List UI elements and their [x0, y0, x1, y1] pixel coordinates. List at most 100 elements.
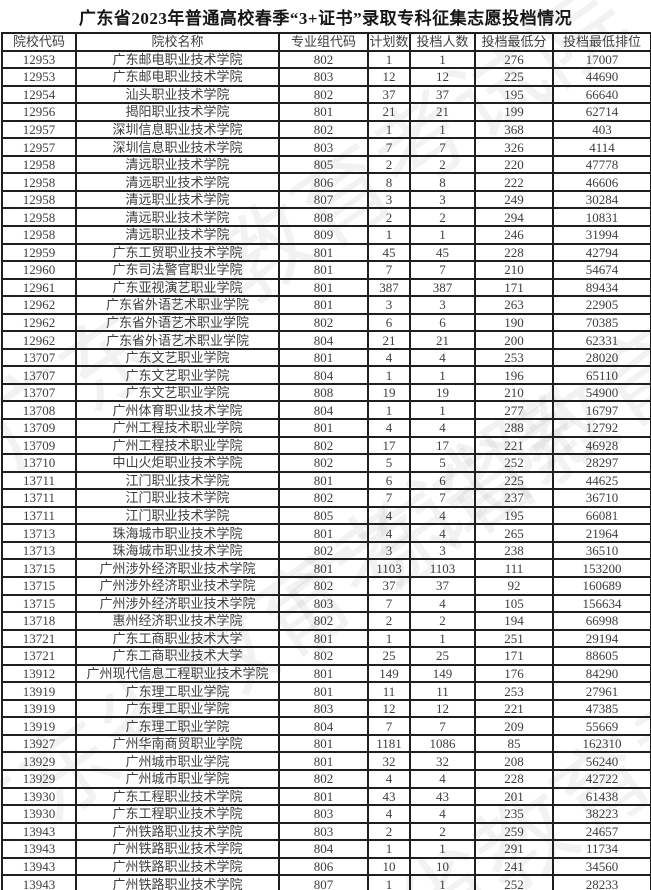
cell-college-name: 揭阳职业技术学院	[75, 102, 280, 122]
table-row: 12953 广东邮电职业技术学院 802 1 1 276 17007	[1, 49, 651, 70]
cell-college-name: 广东省外语艺术职业学院	[75, 295, 280, 315]
cell-min-rank: 28020	[552, 347, 651, 368]
cell-college-name: 广州涉外经济职业技术学院	[75, 593, 280, 614]
table-row: 13919 广东理工职业学院 804 7 7 209 55669	[1, 716, 651, 736]
table-row: 12958 清远职业技术学院 805 2 2 220 47778	[1, 154, 651, 175]
cell-plan-count: 43	[367, 786, 411, 807]
cell-plan-count: 1181	[367, 733, 411, 754]
cell-min-score: 277	[474, 400, 554, 421]
cell-min-rank: 160689	[552, 575, 651, 596]
cell-plan-count: 3	[367, 295, 411, 315]
table-row: 13711 江门职业技术学院 805 4 4 195 66081	[1, 505, 651, 526]
table-row: 13707 广东文艺职业学院 808 19 19 210 54900	[1, 382, 651, 403]
cell-college-name: 深圳信息职业技术学院	[75, 119, 280, 140]
cell-college-name: 深圳信息职业技术学院	[75, 137, 280, 157]
cell-min-rank: 56240	[552, 751, 651, 771]
table-row: 12959 广东工贸职业技术学院 801 45 45 228 42794	[1, 242, 651, 263]
cell-major-group-code: 802	[278, 84, 369, 105]
cell-min-rank: 84290	[552, 663, 651, 684]
cell-college-name: 清远职业技术学院	[75, 154, 280, 175]
cell-applicant-count: 1103	[409, 558, 476, 578]
cell-college-code: 13943	[1, 821, 77, 842]
cell-plan-count: 4	[367, 768, 411, 789]
cell-min-rank: 38223	[552, 804, 651, 824]
cell-min-rank: 403	[552, 119, 651, 140]
cell-major-group-code: 801	[278, 418, 369, 438]
cell-applicant-count: 4	[409, 418, 476, 438]
cell-min-rank: 44690	[552, 67, 651, 87]
cell-applicant-count: 4	[409, 593, 476, 614]
cell-plan-count: 149	[367, 663, 411, 684]
cell-min-score: 225	[474, 67, 554, 87]
table-row: 13943 广州铁路职业技术学院 804 1 1 291 11734	[1, 839, 651, 859]
cell-min-rank: 24657	[552, 821, 651, 842]
cell-applicant-count: 1	[409, 628, 476, 649]
cell-min-score: 253	[474, 347, 554, 368]
cell-applicant-count: 21	[409, 330, 476, 350]
cell-college-code: 13912	[1, 663, 77, 684]
cell-applicant-count: 4	[409, 804, 476, 824]
table-row: 13708 广州体育职业技术学院 804 1 1 277 16797	[1, 400, 651, 421]
cell-applicant-count: 17	[409, 435, 476, 456]
cell-applicant-count: 37	[409, 575, 476, 596]
cell-applicant-count: 4	[409, 523, 476, 543]
cell-plan-count: 8	[367, 172, 411, 192]
cell-min-rank: 66640	[552, 84, 651, 105]
cell-college-name: 江门职业技术学院	[75, 470, 280, 491]
cell-min-rank: 89434	[552, 277, 651, 298]
cell-college-code: 12960	[1, 260, 77, 280]
cell-min-rank: 46606	[552, 172, 651, 192]
cell-major-group-code: 801	[278, 102, 369, 122]
cell-college-code: 13713	[1, 540, 77, 561]
cell-major-group-code: 805	[278, 154, 369, 175]
cell-college-code: 13707	[1, 347, 77, 368]
cell-applicant-count: 1	[409, 400, 476, 421]
cell-min-rank: 22905	[552, 295, 651, 315]
cell-min-score: 235	[474, 804, 554, 824]
cell-min-score: 265	[474, 523, 554, 543]
cell-major-group-code: 801	[278, 260, 369, 280]
cell-college-name: 广州铁路职业技术学院	[75, 856, 280, 877]
cell-min-score: 291	[474, 839, 554, 859]
cell-applicant-count: 3	[409, 540, 476, 561]
cell-plan-count: 21	[367, 330, 411, 350]
cell-plan-count: 11	[367, 681, 411, 701]
cell-major-group-code: 808	[278, 207, 369, 227]
cell-college-name: 广东理工职业学院	[75, 698, 280, 719]
cell-college-name: 中山火炬职业技术学院	[75, 453, 280, 473]
cell-min-score: 210	[474, 382, 554, 403]
cell-applicant-count: 1	[409, 839, 476, 859]
cell-college-name: 广东工程职业技术学院	[75, 804, 280, 824]
cell-college-name: 江门职业技术学院	[75, 505, 280, 526]
cell-applicant-count: 387	[409, 277, 476, 298]
cell-college-code: 13711	[1, 488, 77, 508]
cell-min-rank: 70385	[552, 312, 651, 333]
cell-min-score: 326	[474, 137, 554, 157]
table-row: 12958 清远职业技术学院 806 8 8 222 46606	[1, 172, 651, 192]
column-header-major-group-code: 专业组代码	[278, 32, 369, 52]
table-row: 13721 广东工商职业技术大学 802 25 25 171 88605	[1, 646, 651, 666]
cell-plan-count: 4	[367, 347, 411, 368]
cell-major-group-code: 801	[278, 347, 369, 368]
cell-min-score: 209	[474, 716, 554, 736]
cell-college-code: 12962	[1, 312, 77, 333]
cell-college-name: 广东司法警官职业学院	[75, 260, 280, 280]
cell-major-group-code: 802	[278, 49, 369, 70]
cell-plan-count: 1	[367, 119, 411, 140]
cell-college-name: 广东文艺职业学院	[75, 347, 280, 368]
cell-major-group-code: 804	[278, 400, 369, 421]
cell-plan-count: 3	[367, 540, 411, 561]
cell-college-code: 13943	[1, 856, 77, 877]
cell-plan-count: 7	[367, 716, 411, 736]
cell-min-score: 228	[474, 242, 554, 263]
cell-college-name: 广东邮电职业技术学院	[75, 67, 280, 87]
cell-college-name: 广东工程职业技术学院	[75, 786, 280, 807]
table-row: 12956 揭阳职业技术学院 801 21 21 199 62714	[1, 102, 651, 122]
cell-applicant-count: 2	[409, 611, 476, 631]
cell-min-score: 259	[474, 821, 554, 842]
cell-college-code: 13707	[1, 365, 77, 385]
cell-applicant-count: 7	[409, 137, 476, 157]
cell-applicant-count: 3	[409, 295, 476, 315]
cell-min-score: 221	[474, 698, 554, 719]
cell-college-code: 12958	[1, 207, 77, 227]
